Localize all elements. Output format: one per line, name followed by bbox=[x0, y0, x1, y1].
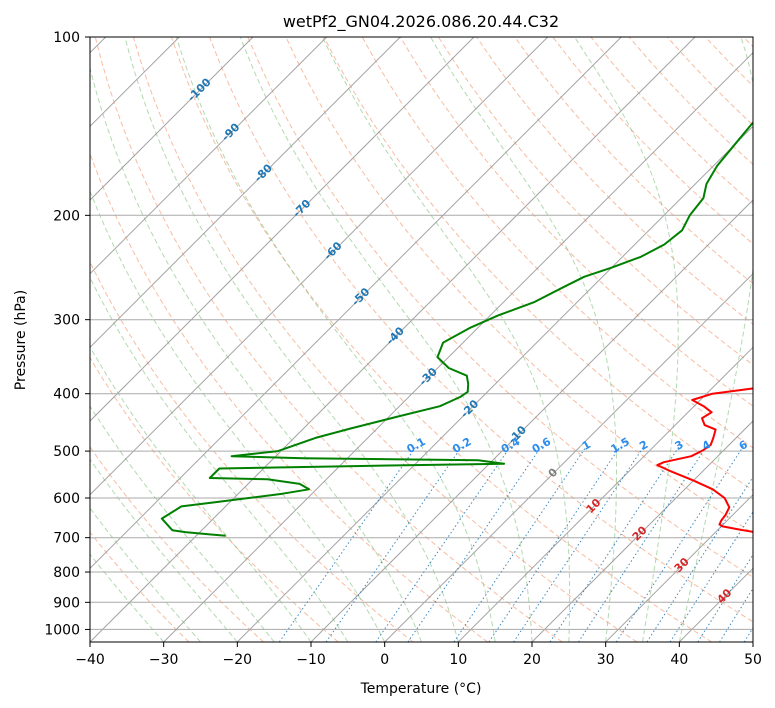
isotherm bbox=[90, 37, 475, 422]
isotherm bbox=[90, 37, 328, 275]
isotherm bbox=[384, 272, 753, 642]
dry-adiabat bbox=[90, 356, 339, 642]
isotherm bbox=[90, 37, 696, 642]
x-tick-label: −20 bbox=[223, 652, 253, 668]
y-tick-label: 1000 bbox=[44, 622, 80, 638]
y-tick-label: 800 bbox=[53, 565, 80, 581]
x-tick-label: 40 bbox=[670, 652, 688, 668]
y-tick-label: 500 bbox=[53, 444, 80, 460]
isotherm bbox=[90, 37, 622, 570]
dry-adiabat bbox=[437, 37, 753, 366]
y-tick-label: 700 bbox=[53, 531, 80, 547]
isotherm bbox=[752, 641, 753, 642]
isotherm bbox=[457, 346, 753, 642]
x-tick-label: 50 bbox=[744, 652, 762, 668]
moist-adiabat bbox=[175, 37, 496, 642]
dry-adiabat bbox=[132, 37, 638, 642]
isotherm bbox=[90, 37, 401, 349]
y-tick-label: 900 bbox=[53, 595, 80, 611]
moist-adiabat bbox=[124, 37, 459, 642]
mixing-ratio-line bbox=[669, 511, 753, 642]
y-tick-label: 200 bbox=[53, 208, 80, 224]
dry-adiabat bbox=[94, 37, 563, 642]
dry-adiabat bbox=[247, 37, 753, 578]
dry-adiabat bbox=[171, 37, 712, 642]
y-tick-label: 400 bbox=[53, 387, 80, 403]
isotherm bbox=[531, 420, 753, 642]
isotherm bbox=[90, 37, 549, 496]
dry-adiabat bbox=[399, 37, 753, 407]
x-tick-label: 0 bbox=[380, 652, 389, 668]
mixing-ratio-line bbox=[646, 476, 753, 642]
dry-adiabat bbox=[209, 37, 753, 623]
dry-adiabat bbox=[90, 446, 264, 642]
moist-adiabat bbox=[239, 37, 533, 642]
moist-adiabat bbox=[678, 37, 753, 642]
x-tick-label: 10 bbox=[449, 652, 467, 668]
moist-adiabat bbox=[574, 37, 679, 642]
dry-adiabat bbox=[90, 531, 190, 642]
mixing-ratio-line bbox=[615, 445, 745, 642]
moist-adiabat bbox=[90, 405, 275, 642]
y-tick-label: 300 bbox=[53, 313, 80, 329]
y-tick-label: 600 bbox=[53, 491, 80, 507]
dry-adiabat bbox=[285, 37, 753, 535]
data-series bbox=[160, 121, 753, 537]
mixing-ratio-line bbox=[577, 445, 708, 642]
plot-background bbox=[90, 37, 753, 642]
y-axis-label: Pressure (hPa) bbox=[13, 290, 29, 390]
dry-adiabat bbox=[361, 37, 753, 449]
isotherm bbox=[90, 37, 254, 201]
moist-adiabat bbox=[90, 189, 386, 642]
moist-adiabat bbox=[322, 37, 571, 642]
dry-adiabat bbox=[323, 37, 753, 491]
background-lines bbox=[90, 37, 775, 642]
chart-title: wetPf2_GN04.2026.086.20.44.C32 bbox=[283, 12, 559, 32]
mixing-ratio-line bbox=[770, 446, 775, 642]
isotherm bbox=[310, 199, 753, 642]
mixing-ratio-line bbox=[488, 445, 621, 642]
dry-adiabat bbox=[90, 152, 488, 642]
moist-adiabat bbox=[90, 65, 422, 642]
dewpoint-line bbox=[160, 121, 753, 537]
mixing-ratio-line bbox=[513, 445, 645, 642]
moist-adiabat bbox=[90, 276, 349, 642]
temperature-line bbox=[656, 387, 753, 533]
x-tick-label: −10 bbox=[296, 652, 326, 668]
mixing-ratio-line bbox=[453, 445, 588, 642]
x-tick-label: −40 bbox=[75, 652, 105, 668]
mixing-ratio-label: 8 bbox=[766, 438, 775, 453]
isotherm bbox=[605, 493, 753, 642]
moist-adiabat bbox=[430, 37, 617, 642]
y-tick-label: 100 bbox=[53, 30, 80, 46]
axes: −40 −30 −20 −10 0 10 20 30 40 50 1000 900 800 700 600 5… bbox=[44, 30, 762, 668]
plot-frame bbox=[89, 36, 754, 643]
dry-adiabat bbox=[514, 37, 753, 285]
isotherm bbox=[163, 51, 753, 642]
x-tick-label: 30 bbox=[597, 652, 615, 668]
x-tick-label: −30 bbox=[149, 652, 179, 668]
x-axis-label: Temperature (°C) bbox=[360, 681, 482, 697]
moist-adiabat bbox=[90, 458, 238, 642]
x-tick-label: 20 bbox=[523, 652, 541, 668]
